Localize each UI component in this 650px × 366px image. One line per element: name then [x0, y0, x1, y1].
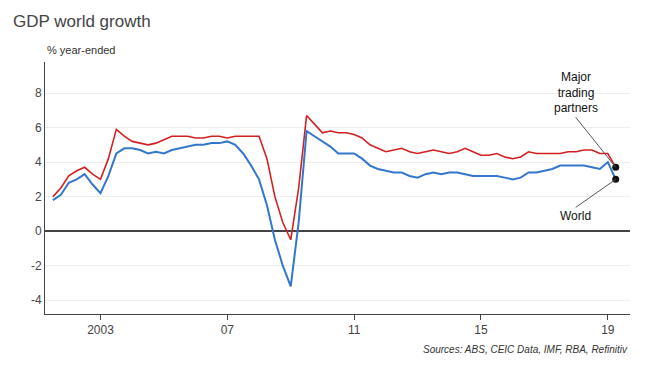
- svg-text:0: 0: [35, 224, 42, 238]
- svg-text:19: 19: [601, 323, 615, 337]
- svg-text:15: 15: [474, 323, 488, 337]
- svg-text:6: 6: [35, 121, 42, 135]
- svg-text:8: 8: [35, 86, 42, 100]
- svg-text:2003: 2003: [87, 323, 114, 337]
- svg-text:07: 07: [221, 323, 235, 337]
- svg-text:-4: -4: [31, 293, 42, 307]
- svg-text:GDP world growth: GDP world growth: [13, 12, 151, 31]
- svg-text:% year-ended: % year-ended: [47, 44, 116, 56]
- svg-text:2: 2: [35, 190, 42, 204]
- svg-text:11: 11: [348, 323, 361, 337]
- svg-text:Majortradingpartners: Majortradingpartners: [554, 70, 598, 115]
- svg-text:Sources: ABS, CEIC Data, IMF,: Sources: ABS, CEIC Data, IMF, RBA, Refin…: [423, 344, 628, 355]
- svg-text:-2: -2: [31, 259, 42, 273]
- svg-text:World: World: [560, 209, 591, 223]
- svg-text:4: 4: [35, 155, 42, 169]
